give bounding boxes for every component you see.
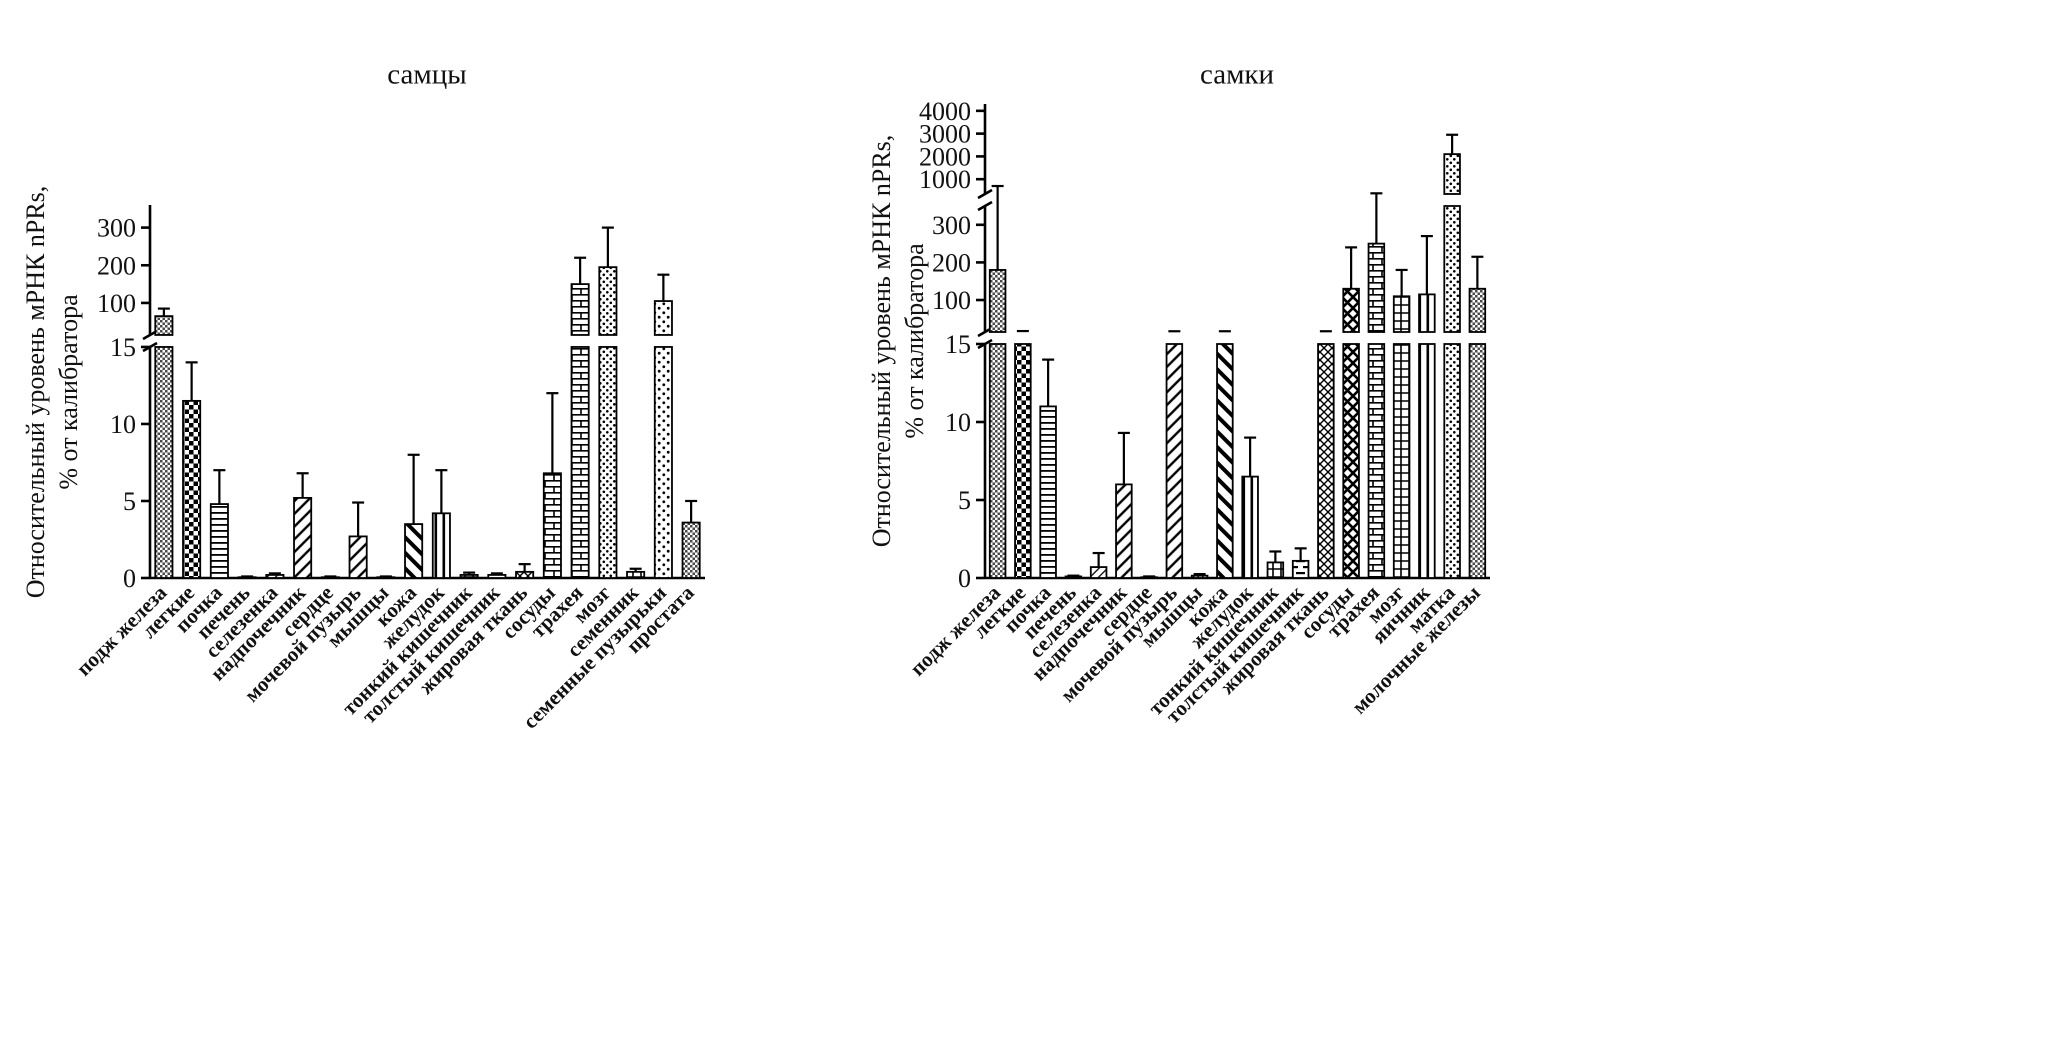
- y-tick-label: 5: [958, 486, 971, 515]
- bar-желудок: [1241, 475, 1259, 579]
- y-tick-label: 1000: [919, 165, 971, 194]
- axis-break-mark: [142, 341, 158, 353]
- bar-мозг: [1392, 295, 1411, 333]
- y-tick-label: 200: [932, 248, 971, 277]
- bar-подж железа: [154, 346, 174, 579]
- y-tick-label: 15: [945, 330, 971, 359]
- bar-сосуды: [542, 472, 562, 579]
- bar-матка: [1443, 205, 1461, 333]
- y-tick-label: 10: [110, 410, 136, 439]
- axis-break-mark: [977, 200, 993, 212]
- y-tick-label: 100: [932, 286, 971, 315]
- bar-кожа: [1216, 343, 1234, 579]
- bar-трахея: [1367, 343, 1386, 579]
- bar-подж железа: [988, 343, 1007, 579]
- axis-break-mark: [977, 338, 993, 350]
- bar-надпочечник: [1115, 483, 1133, 579]
- bar-мозг: [1392, 343, 1411, 579]
- bar-трахея: [1367, 242, 1386, 333]
- bar-легкие: [1014, 343, 1032, 579]
- bar-почка: [1039, 405, 1057, 579]
- bar-мочевой пузырь: [348, 535, 368, 579]
- bar-жировая ткань: [515, 570, 535, 579]
- bar-яичник: [1418, 343, 1436, 579]
- bar-желудок: [431, 512, 451, 579]
- bar-яичник: [1418, 293, 1436, 333]
- y-axis-label-females-line1: Относительный уровень мРНК nPRs,: [867, 134, 896, 548]
- bar-подж железа: [988, 269, 1007, 333]
- y-tick-label: 0: [958, 564, 971, 593]
- bar-матка: [1443, 153, 1461, 195]
- bar-селезенка: [265, 574, 285, 579]
- chart-title-females: самки: [1199, 58, 1275, 91]
- bar-мышцы: [1190, 574, 1209, 579]
- y-tick-label: 10: [945, 408, 971, 437]
- bar-сосуды: [1342, 287, 1360, 333]
- y-axis-label-females: Относительный уровень мРНК nPRs, % от ка…: [865, 135, 931, 548]
- bar-сосуды: [1342, 343, 1360, 579]
- bar-почка: [209, 503, 229, 579]
- bar-легкие: [182, 399, 202, 579]
- bar-простата: [681, 521, 701, 579]
- y-tick-label: 300: [97, 214, 136, 243]
- bar-мозг: [598, 266, 618, 336]
- y-axis-label-males-line1: Относительный уровень мРНК nPRs,: [21, 185, 50, 599]
- bar-толстый кишечник: [1291, 559, 1310, 579]
- bar-мочевой пузырь: [1165, 343, 1184, 579]
- bar-тонкий кишечник: [459, 574, 479, 579]
- bar-матка: [1443, 343, 1461, 579]
- bar-трахея: [570, 283, 590, 336]
- bar-селезенка: [1089, 566, 1108, 579]
- bar-семенные пузырьки: [653, 346, 673, 579]
- y-tick-label: 0: [123, 564, 136, 593]
- bar-тонкий кишечник: [1266, 561, 1285, 579]
- bar-кожа: [404, 523, 424, 579]
- bar-мозг: [598, 346, 618, 579]
- bar-молочные железы: [1468, 287, 1487, 333]
- y-tick-label: 300: [932, 211, 971, 240]
- bar-трахея: [570, 346, 590, 579]
- bar-семенные пузырьки: [653, 300, 673, 336]
- bar-жировая ткань: [1317, 343, 1335, 579]
- y-tick-label: 15: [110, 333, 136, 362]
- bar-толстый кишечник: [487, 574, 507, 579]
- bar-подж железа: [154, 315, 174, 336]
- bar-надпочечник: [293, 497, 313, 579]
- y-tick-label: 5: [123, 487, 136, 516]
- y-tick-label: 200: [97, 251, 136, 280]
- y-axis-label-males: Относительный уровень мРНК nPRs, % от ка…: [19, 186, 85, 599]
- y-axis-label-males-line2: % от калибратора: [54, 294, 83, 490]
- chart-title-males: самцы: [387, 58, 467, 91]
- y-tick-label: 100: [97, 289, 136, 318]
- bar-семенник: [626, 570, 646, 579]
- y-tick-label: 2000: [919, 142, 971, 171]
- y-tick-label: 4000: [919, 97, 971, 126]
- bar-молочные железы: [1468, 343, 1487, 579]
- y-axis-label-females-line2: % от калибратора: [900, 243, 929, 439]
- y-tick-label: 3000: [919, 120, 971, 149]
